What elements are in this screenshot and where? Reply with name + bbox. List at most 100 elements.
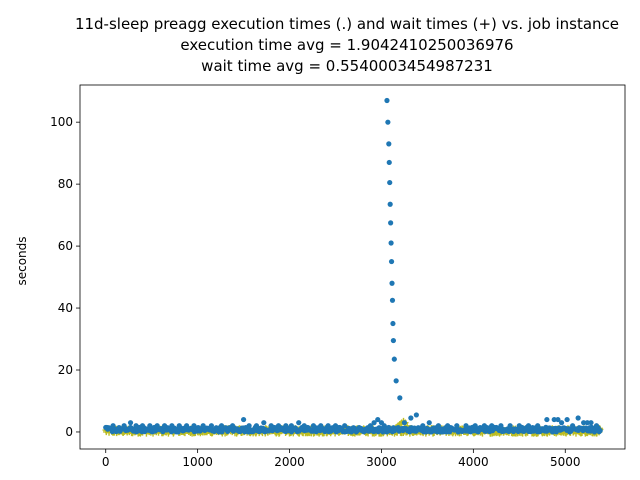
execution-time-point bbox=[246, 423, 252, 429]
execution-time-point bbox=[127, 420, 134, 426]
execution-time-point bbox=[389, 280, 395, 286]
execution-time-point bbox=[342, 423, 348, 429]
execution-time-point bbox=[384, 97, 390, 104]
execution-time-point bbox=[296, 420, 302, 426]
execution-time-point bbox=[288, 423, 294, 429]
execution-time-point bbox=[325, 423, 331, 429]
execution-time-point bbox=[261, 420, 267, 426]
execution-time-point bbox=[375, 416, 381, 423]
execution-time-point bbox=[184, 423, 190, 429]
execution-time-point bbox=[371, 420, 377, 426]
y-tick-label: 60 bbox=[58, 239, 73, 253]
execution-time-point bbox=[445, 423, 451, 429]
execution-time-point bbox=[584, 420, 590, 426]
execution-time-point bbox=[383, 426, 389, 432]
execution-time-point bbox=[208, 423, 215, 429]
plot-frame bbox=[79, 84, 626, 450]
execution-time-point bbox=[133, 423, 139, 429]
y-tick-label: 20 bbox=[58, 363, 73, 377]
execution-time-point bbox=[367, 423, 374, 429]
execution-time-point bbox=[581, 420, 587, 426]
execution-time-point bbox=[564, 416, 570, 423]
execution-time-point bbox=[229, 423, 236, 429]
plot-area bbox=[80, 85, 625, 449]
x-tick-label: 1000 bbox=[182, 455, 213, 469]
execution-time-point bbox=[454, 423, 460, 429]
execution-time-point bbox=[176, 423, 182, 429]
execution-time-point bbox=[387, 179, 393, 186]
execution-time-point bbox=[147, 423, 153, 429]
y-tick-label: 100 bbox=[50, 115, 73, 129]
execution-time-point bbox=[385, 119, 391, 125]
execution-time-point bbox=[268, 423, 274, 429]
execution-time-point bbox=[575, 415, 581, 421]
x-tick-label: 5000 bbox=[550, 455, 581, 469]
execution-time-point bbox=[489, 423, 495, 429]
execution-time-point bbox=[420, 423, 426, 429]
execution-time-point bbox=[386, 141, 392, 147]
execution-time-point bbox=[121, 423, 127, 429]
execution-time-point bbox=[525, 423, 532, 429]
execution-time-point bbox=[154, 423, 160, 429]
execution-time-point bbox=[218, 423, 225, 429]
y-axis-label: seconds bbox=[15, 236, 29, 285]
execution-time-point bbox=[555, 416, 561, 423]
execution-time-point bbox=[426, 420, 432, 426]
execution-time-point bbox=[310, 423, 317, 429]
execution-time-point bbox=[393, 378, 399, 384]
execution-time-point bbox=[551, 416, 557, 423]
execution-time-point bbox=[570, 423, 576, 429]
execution-time-point bbox=[401, 420, 408, 426]
execution-time-point bbox=[498, 423, 504, 429]
execution-time-point bbox=[507, 423, 513, 429]
chart-title-line-1: 11d-sleep preagg execution times (.) and… bbox=[75, 15, 619, 33]
y-tick-label: 80 bbox=[58, 177, 73, 191]
execution-time-point bbox=[332, 423, 339, 429]
execution-time-point bbox=[535, 423, 541, 429]
execution-time-point bbox=[472, 423, 478, 429]
execution-time-point bbox=[435, 423, 442, 429]
execution-time-point bbox=[301, 423, 307, 429]
execution-time-point bbox=[390, 337, 396, 344]
x-axis: 0 1000 2000 3000 4000 5000 bbox=[102, 449, 581, 469]
execution-time-point bbox=[388, 240, 394, 246]
execution-time-point bbox=[110, 423, 116, 429]
execution-time-point bbox=[593, 423, 600, 429]
execution-time-point bbox=[275, 423, 282, 429]
x-tick-label: 4000 bbox=[458, 455, 489, 469]
x-tick-label: 2000 bbox=[274, 455, 305, 469]
execution-time-point bbox=[390, 320, 396, 327]
x-tick-label: 3000 bbox=[366, 455, 397, 469]
y-axis: 0 20 40 60 80 100 bbox=[50, 115, 80, 439]
y-tick-label: 40 bbox=[58, 301, 73, 315]
chart-title-line-2: execution time avg = 1.9042410250036976 bbox=[180, 36, 513, 54]
execution-time-point bbox=[139, 423, 146, 429]
execution-time-point bbox=[388, 220, 394, 226]
execution-time-point bbox=[597, 427, 603, 434]
execution-time-point bbox=[318, 423, 324, 429]
execution-time-point bbox=[191, 423, 197, 429]
execution-time-point bbox=[200, 423, 206, 429]
execution-time-point bbox=[397, 395, 403, 401]
execution-times-series bbox=[103, 97, 603, 435]
execution-time-point bbox=[588, 420, 594, 426]
execution-time-point bbox=[408, 415, 414, 421]
execution-time-point bbox=[391, 356, 397, 362]
execution-time-point bbox=[169, 423, 175, 429]
execution-time-point bbox=[481, 423, 487, 429]
execution-time-point bbox=[283, 423, 289, 429]
execution-time-point bbox=[389, 297, 396, 303]
execution-time-point bbox=[386, 159, 392, 166]
execution-time-point bbox=[240, 416, 247, 423]
execution-time-point bbox=[161, 423, 168, 429]
execution-time-point bbox=[413, 412, 419, 418]
execution-time-point bbox=[516, 423, 522, 429]
execution-time-point bbox=[387, 201, 393, 207]
y-tick-label: 0 bbox=[65, 425, 73, 439]
execution-time-point bbox=[253, 423, 260, 429]
execution-time-point bbox=[388, 258, 395, 265]
x-tick-label: 0 bbox=[102, 455, 110, 469]
execution-time-point bbox=[544, 416, 550, 423]
execution-time-point bbox=[463, 423, 469, 429]
